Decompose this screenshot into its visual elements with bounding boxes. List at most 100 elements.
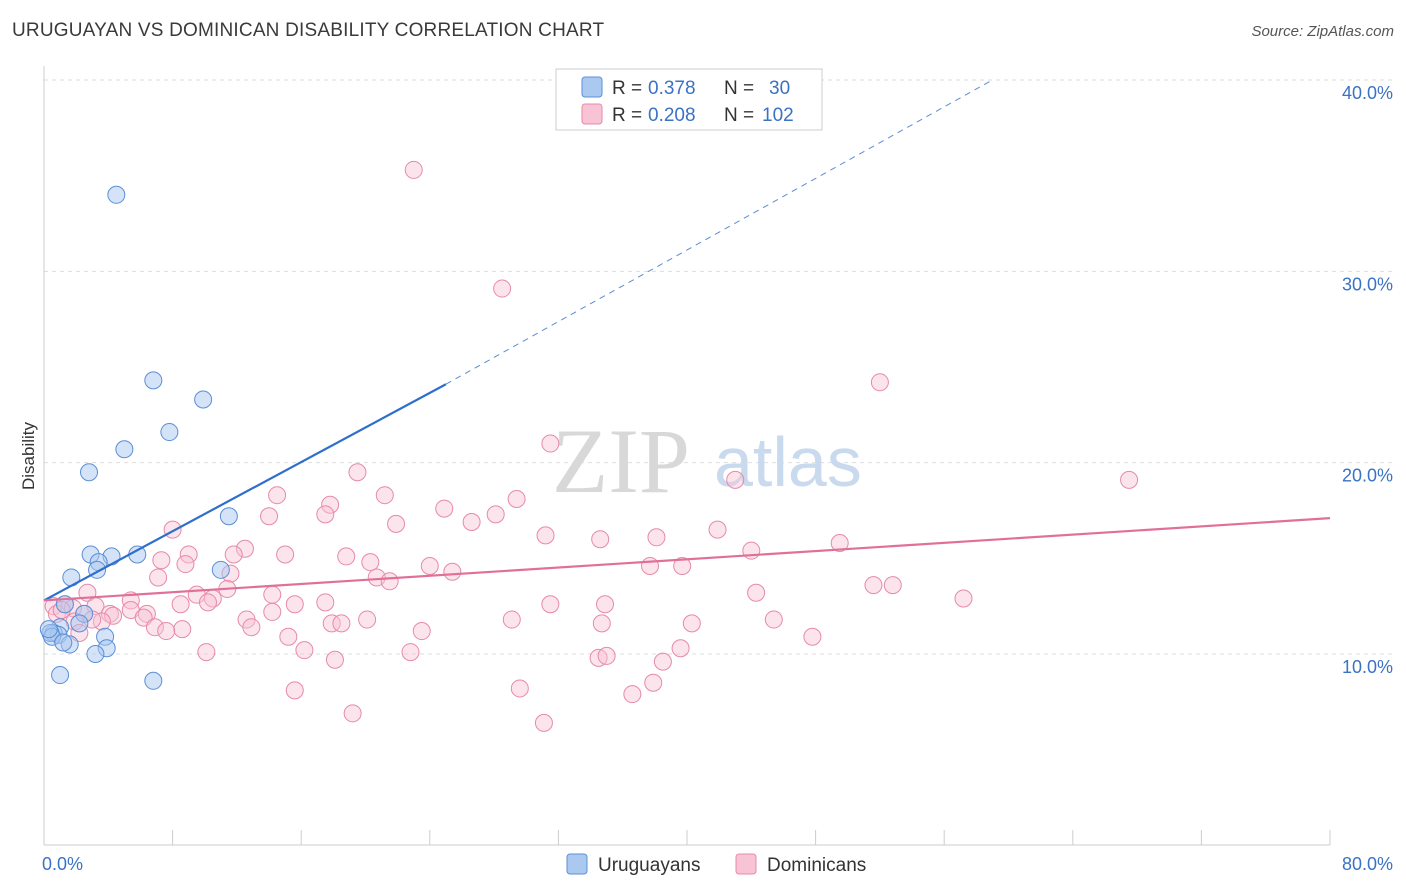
- dominican-point: [224, 545, 243, 564]
- dominican-point: [493, 279, 512, 298]
- dominican-point: [883, 576, 902, 595]
- dominican-point: [321, 495, 340, 514]
- dominican-point: [830, 534, 849, 553]
- y-tick-label: 40.0%: [1342, 83, 1393, 103]
- legend-n-label: N =: [724, 105, 754, 126]
- legend-n-label: N =: [724, 78, 754, 99]
- bottom-legend-swatch-uruguayans: [566, 853, 588, 875]
- dominican-point: [343, 704, 362, 723]
- bottom-legend: Uruguayans Dominicans: [566, 853, 866, 876]
- dominican-point: [502, 610, 521, 629]
- uruguayan-point: [86, 645, 105, 663]
- dominican-point: [647, 528, 666, 547]
- dominican-point: [361, 553, 380, 572]
- dominican-point: [380, 572, 399, 591]
- dominican-point: [176, 555, 195, 574]
- dominican-point: [197, 643, 216, 662]
- dominican-point: [268, 486, 287, 505]
- uruguayan-trendline-extension: [445, 79, 993, 385]
- dominican-point: [157, 622, 176, 641]
- dominican-point: [235, 539, 254, 558]
- trendlines: [43, 79, 1331, 602]
- watermark: ZIP atlas: [552, 410, 862, 512]
- dominican-point: [443, 562, 462, 581]
- bottom-legend-swatch-dominicans: [735, 853, 757, 875]
- dominican-point: [462, 512, 481, 531]
- dominican-point: [263, 585, 282, 604]
- dominican-point: [375, 486, 394, 505]
- dominican-point: [623, 685, 642, 704]
- dominican-point: [337, 547, 356, 566]
- dominican-point: [726, 470, 745, 489]
- dominican-point: [171, 595, 190, 614]
- dominican-point: [541, 595, 560, 614]
- dominican-point: [870, 373, 889, 392]
- legend-swatch-uruguayans: [581, 76, 603, 98]
- dominican-point: [149, 568, 168, 587]
- dominican-point: [401, 643, 420, 662]
- dominican-point: [348, 463, 367, 482]
- dominican-point: [592, 614, 611, 633]
- dominican-point: [387, 514, 406, 533]
- dominican-point: [803, 627, 822, 646]
- dominican-point: [263, 602, 282, 621]
- dominican-point: [332, 614, 351, 633]
- dominican-point: [285, 681, 304, 700]
- uruguayan-point: [39, 620, 58, 639]
- uruguayan-point: [115, 440, 134, 459]
- uruguayan-point: [219, 507, 238, 526]
- dominican-point: [1120, 470, 1139, 489]
- x-tick-label: 80.0%: [1342, 854, 1393, 874]
- dominican-point: [644, 673, 663, 692]
- dominican-point: [104, 606, 123, 625]
- dominican-point: [671, 639, 690, 658]
- dominican-point: [285, 595, 304, 614]
- dominican-point: [279, 627, 298, 646]
- uruguayan-point: [194, 390, 213, 409]
- dominican-point: [864, 576, 883, 595]
- uruguayan-points: [39, 185, 238, 690]
- legend-n-value: 102: [762, 105, 794, 126]
- dominican-point: [591, 530, 610, 549]
- dominican-point: [325, 650, 344, 669]
- dominican-trendline: [43, 517, 1331, 602]
- gridlines: [44, 79, 1392, 655]
- uruguayan-point: [144, 671, 163, 690]
- uruguayan-point: [70, 614, 89, 633]
- dominican-point: [276, 545, 295, 564]
- x-tick-labels: 0.0% 80.0%: [42, 854, 1393, 874]
- dominican-point: [510, 679, 529, 698]
- dominican-point: [152, 551, 171, 570]
- uruguayan-point: [211, 560, 230, 579]
- uruguayan-point: [54, 633, 73, 652]
- legend-r-label: R =: [612, 105, 642, 126]
- dominican-point: [954, 589, 973, 608]
- dominican-point: [145, 618, 164, 637]
- uruguayan-point: [80, 463, 99, 482]
- dominican-point: [536, 526, 555, 545]
- y-tick-label: 30.0%: [1342, 274, 1393, 294]
- legend-r-value: 0.208: [648, 105, 696, 126]
- dominican-point: [596, 595, 615, 614]
- dominican-point: [673, 556, 692, 575]
- uruguayan-trendline: [43, 383, 447, 602]
- dominican-point: [173, 620, 192, 639]
- dominican-point: [198, 593, 217, 612]
- bottom-legend-label-dominicans: Dominicans: [767, 855, 866, 876]
- dominican-point: [358, 610, 377, 629]
- dominican-point: [507, 490, 526, 509]
- dominican-point: [404, 160, 423, 179]
- top-legend: R = 0.378 N = 30 R = 0.208 N = 102: [555, 68, 823, 131]
- dominican-point: [435, 499, 454, 518]
- dominican-point: [412, 622, 431, 641]
- dominican-point: [641, 556, 660, 575]
- dominican-point: [747, 583, 766, 602]
- uruguayan-point: [160, 423, 179, 442]
- y-tick-label: 20.0%: [1342, 466, 1393, 486]
- axes: [43, 66, 1331, 846]
- y-axis-title: Disability: [19, 421, 38, 490]
- y-tick-labels: 10.0% 20.0% 30.0% 40.0%: [1342, 83, 1393, 677]
- dominican-point: [295, 641, 314, 660]
- legend-swatch-dominicans: [581, 103, 603, 125]
- dominican-point: [260, 507, 279, 526]
